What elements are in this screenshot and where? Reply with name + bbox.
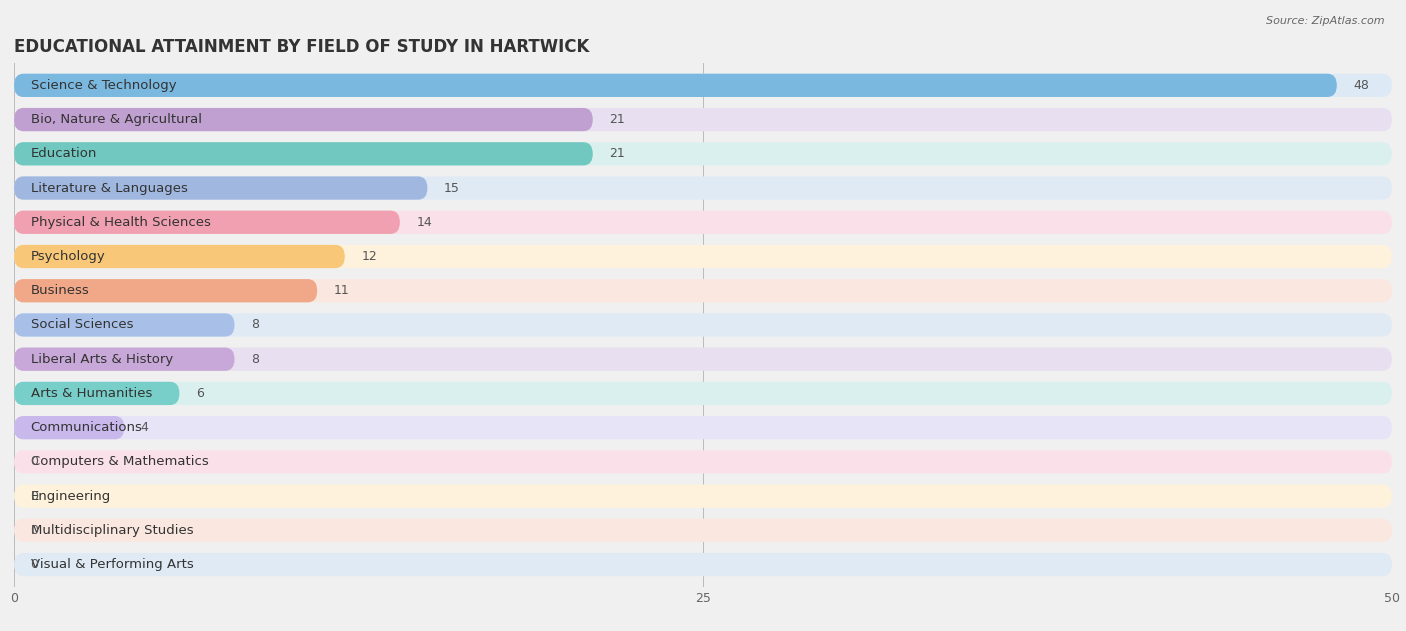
- Text: Source: ZipAtlas.com: Source: ZipAtlas.com: [1267, 16, 1385, 26]
- Text: Communications: Communications: [31, 421, 142, 434]
- Text: Science & Technology: Science & Technology: [31, 79, 176, 92]
- FancyBboxPatch shape: [14, 279, 1392, 302]
- Text: Social Sciences: Social Sciences: [31, 319, 134, 331]
- FancyBboxPatch shape: [14, 279, 318, 302]
- Text: Multidisciplinary Studies: Multidisciplinary Studies: [31, 524, 193, 537]
- FancyBboxPatch shape: [14, 142, 1392, 165]
- Text: Business: Business: [31, 284, 90, 297]
- Text: 0: 0: [31, 456, 38, 468]
- FancyBboxPatch shape: [14, 74, 1337, 97]
- Text: Visual & Performing Arts: Visual & Performing Arts: [31, 558, 194, 571]
- FancyBboxPatch shape: [14, 382, 1392, 405]
- Text: Engineering: Engineering: [31, 490, 111, 503]
- Text: 0: 0: [31, 558, 38, 571]
- FancyBboxPatch shape: [14, 519, 1392, 542]
- FancyBboxPatch shape: [14, 245, 344, 268]
- FancyBboxPatch shape: [14, 314, 1392, 336]
- Text: 0: 0: [31, 490, 38, 503]
- FancyBboxPatch shape: [14, 108, 593, 131]
- FancyBboxPatch shape: [14, 451, 1392, 473]
- Text: 6: 6: [195, 387, 204, 400]
- FancyBboxPatch shape: [14, 382, 180, 405]
- Text: Liberal Arts & History: Liberal Arts & History: [31, 353, 173, 366]
- FancyBboxPatch shape: [14, 314, 235, 336]
- FancyBboxPatch shape: [14, 416, 124, 439]
- Text: 21: 21: [609, 113, 626, 126]
- Text: 8: 8: [252, 353, 259, 366]
- FancyBboxPatch shape: [14, 416, 1392, 439]
- Text: Psychology: Psychology: [31, 250, 105, 263]
- Text: Bio, Nature & Agricultural: Bio, Nature & Agricultural: [31, 113, 201, 126]
- FancyBboxPatch shape: [14, 211, 1392, 234]
- Text: 11: 11: [333, 284, 350, 297]
- Text: 15: 15: [444, 182, 460, 194]
- Text: EDUCATIONAL ATTAINMENT BY FIELD OF STUDY IN HARTWICK: EDUCATIONAL ATTAINMENT BY FIELD OF STUDY…: [14, 38, 589, 56]
- Text: Computers & Mathematics: Computers & Mathematics: [31, 456, 208, 468]
- FancyBboxPatch shape: [14, 245, 1392, 268]
- Text: Arts & Humanities: Arts & Humanities: [31, 387, 152, 400]
- FancyBboxPatch shape: [14, 108, 1392, 131]
- Text: 14: 14: [416, 216, 432, 229]
- Text: 21: 21: [609, 147, 626, 160]
- Text: Education: Education: [31, 147, 97, 160]
- FancyBboxPatch shape: [14, 142, 593, 165]
- Text: 0: 0: [31, 524, 38, 537]
- Text: 48: 48: [1354, 79, 1369, 92]
- FancyBboxPatch shape: [14, 74, 1392, 97]
- FancyBboxPatch shape: [14, 348, 1392, 371]
- FancyBboxPatch shape: [14, 177, 1392, 199]
- FancyBboxPatch shape: [14, 177, 427, 199]
- Text: 4: 4: [141, 421, 149, 434]
- Text: 8: 8: [252, 319, 259, 331]
- FancyBboxPatch shape: [14, 485, 1392, 508]
- Text: Physical & Health Sciences: Physical & Health Sciences: [31, 216, 211, 229]
- FancyBboxPatch shape: [14, 348, 235, 371]
- FancyBboxPatch shape: [14, 211, 399, 234]
- Text: 12: 12: [361, 250, 377, 263]
- FancyBboxPatch shape: [14, 553, 1392, 576]
- Text: Literature & Languages: Literature & Languages: [31, 182, 187, 194]
